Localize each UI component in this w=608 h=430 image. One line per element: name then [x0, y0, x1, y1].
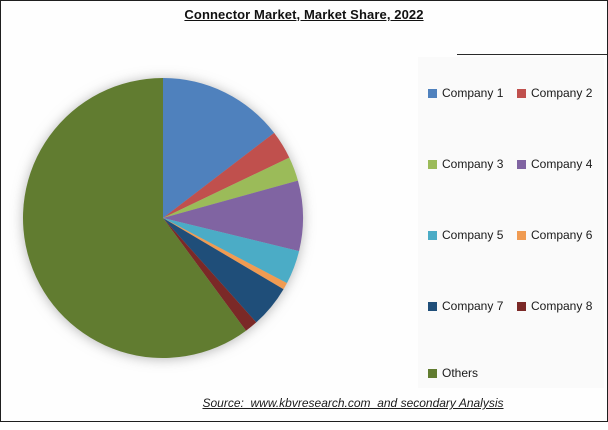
legend-label-company-6: Company 6 [531, 228, 593, 242]
legend-swatch-company-6 [517, 230, 526, 240]
pie-slice-company-6 [163, 218, 287, 290]
pie-slice-company-7 [163, 218, 284, 323]
legend-swatch-company-5 [428, 230, 437, 240]
source-note: Source: www.kbvresearch.com and secondar… [202, 396, 504, 410]
legend-panel [418, 57, 604, 388]
legend-row-1: Company 1 Company 2 [428, 86, 592, 100]
legend-divider-line [457, 54, 607, 55]
legend-swatch-company-4 [517, 159, 526, 169]
pie-slice-company-8 [163, 218, 257, 331]
legend-swatch-others [428, 368, 437, 378]
legend-label-company-1: Company 1 [442, 86, 504, 100]
legend-label-company-8: Company 8 [531, 299, 593, 313]
pie-slice-company-3 [163, 157, 298, 218]
legend-item-company-6: Company 6 [517, 228, 592, 242]
pie-slice-company-4 [163, 180, 304, 252]
legend-swatch-company-8 [517, 301, 526, 311]
pie-chart-container [18, 73, 308, 363]
legend-item-company-1: Company 1 [428, 86, 517, 100]
legend-item-others: Others [428, 366, 478, 380]
legend-label-company-5: Company 5 [442, 228, 504, 242]
pie-chart [22, 77, 304, 358]
legend-item-company-2: Company 2 [517, 86, 592, 100]
pie-slice-company-1 [163, 78, 275, 218]
legend-item-company-4: Company 4 [517, 157, 592, 171]
legend-label-company-7: Company 7 [442, 299, 504, 313]
legend-swatch-company-7 [428, 301, 437, 311]
chart-title: Connector Market, Market Share, 2022 [184, 7, 424, 22]
legend-row-5: Others [428, 366, 478, 380]
pie-slice-company-5 [163, 218, 300, 284]
legend-label-others: Others [442, 366, 479, 380]
legend-label-company-2: Company 2 [531, 86, 593, 100]
legend-swatch-company-2 [517, 88, 526, 98]
legend-label-company-4: Company 4 [531, 157, 593, 171]
pie-slice-company-2 [163, 132, 290, 218]
legend-item-company-3: Company 3 [428, 157, 517, 171]
legend-row-3: Company 5 Company 6 [428, 228, 592, 242]
legend-item-company-8: Company 8 [517, 299, 592, 313]
legend-row-2: Company 3 Company 4 [428, 157, 592, 171]
legend-swatch-company-3 [428, 159, 437, 169]
legend-swatch-company-1 [428, 88, 437, 98]
legend-label-company-3: Company 3 [442, 157, 504, 171]
pie-slice-others [22, 77, 246, 358]
legend-item-company-7: Company 7 [428, 299, 517, 313]
legend-item-company-5: Company 5 [428, 228, 517, 242]
legend-row-4: Company 7 Company 8 [428, 299, 592, 313]
